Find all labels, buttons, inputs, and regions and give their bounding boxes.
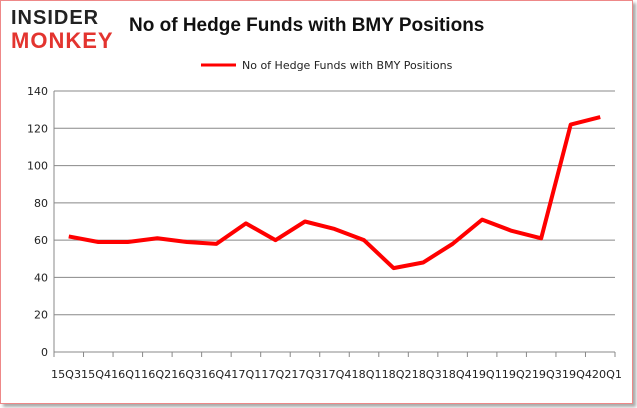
x-tick-label: 19Q3 (532, 368, 562, 381)
x-tick-labels: 15Q315Q416Q116Q216Q316Q417Q117Q217Q317Q4… (51, 368, 622, 381)
y-tick-label: 60 (34, 234, 48, 247)
x-tick-label: 18Q3 (412, 368, 442, 381)
logo-line2: MONKEY (11, 28, 114, 53)
x-tick-label: 19Q4 (562, 368, 592, 381)
x-tick-label: 16Q2 (141, 368, 171, 381)
legend-label: No of Hedge Funds with BMY Positions (242, 59, 453, 72)
series-line (68, 115, 601, 271)
x-tick-label: 18Q1 (352, 368, 382, 381)
y-tick-label: 20 (34, 309, 48, 322)
x-tick-label: 16Q4 (201, 368, 231, 381)
x-tick-label: 17Q1 (231, 368, 261, 381)
x-tick-label: 19Q2 (502, 368, 532, 381)
x-tick-label: 20Q1 (592, 368, 622, 381)
y-tick-label: 80 (34, 197, 48, 210)
y-tick-label: 40 (34, 271, 48, 284)
x-tick-label: 18Q2 (382, 368, 412, 381)
insider-monkey-logo: INSIDER MONKEY (11, 7, 121, 55)
y-tick-label: 0 (41, 346, 48, 359)
x-tick-label: 15Q4 (81, 368, 111, 381)
y-tick-label: 140 (27, 85, 48, 98)
x-tick-label: 15Q3 (51, 368, 81, 381)
line-chart: 0 20 40 60 80 100 120 140 15Q315Q416Q116Q216Q316… (27, 59, 622, 381)
chart-title: No of Hedge Funds with BMY Positions (129, 15, 485, 36)
y-tick-label: 100 (27, 160, 48, 173)
y-tick-label: 120 (27, 122, 48, 135)
x-tick-label: 17Q2 (261, 368, 291, 381)
x-tick-label: 19Q1 (472, 368, 502, 381)
x-tick-label: 16Q1 (111, 368, 141, 381)
logo-line1: INSIDER (11, 7, 100, 29)
x-tick-label: 16Q3 (171, 368, 201, 381)
x-tick-label: 17Q4 (321, 368, 351, 381)
x-tick-label: 17Q3 (291, 368, 321, 381)
x-tick-label: 18Q4 (442, 368, 472, 381)
